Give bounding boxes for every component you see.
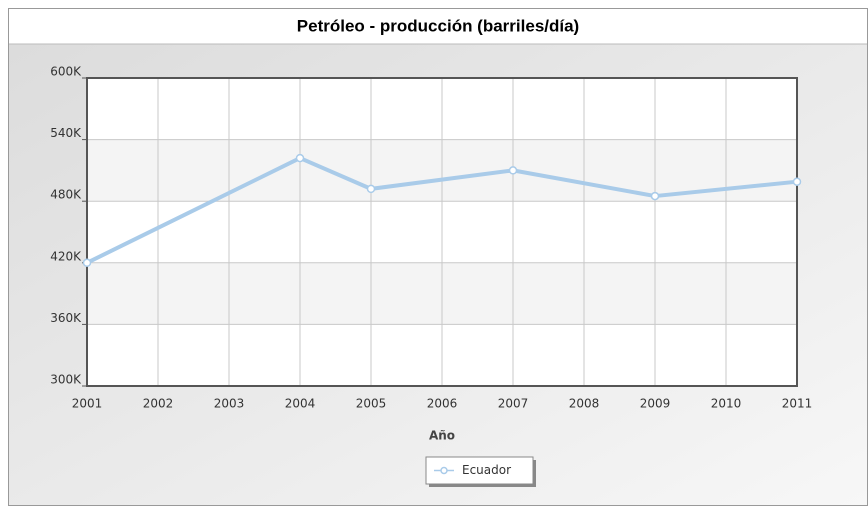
x-tick-label: 2003 (214, 397, 245, 411)
y-tick-label: 420K (50, 249, 82, 263)
x-tick-label: 2007 (498, 397, 529, 411)
x-tick-label: 2008 (569, 397, 600, 411)
chart-title: Petróleo - producción (barriles/día) (297, 16, 579, 35)
data-point (295, 153, 305, 163)
plot-border (86, 77, 798, 387)
legend-marker (440, 466, 448, 475)
data-point (650, 191, 660, 201)
y-tick-label: 600K (50, 65, 82, 79)
x-tick-label: 2004 (285, 397, 316, 411)
y-tick-label: 360K (50, 311, 82, 325)
legend-label: Ecuador (462, 463, 511, 477)
y-tick-label: 480K (50, 188, 82, 202)
x-tick-label: 2005 (356, 397, 387, 411)
data-point (82, 258, 92, 268)
y-tick-label: 540K (50, 126, 82, 140)
x-tick-label: 2002 (143, 397, 174, 411)
data-point (366, 184, 376, 194)
series-line (86, 156, 798, 265)
data-point (508, 166, 518, 175)
x-axis-label: Año (429, 429, 455, 443)
x-tick-label: 2006 (427, 397, 458, 411)
x-tick-label: 2010 (711, 397, 742, 411)
x-tick-label: 2011 (782, 397, 813, 411)
x-tick-label: 2001 (72, 397, 103, 411)
x-tick-label: 2009 (640, 397, 671, 411)
y-tick-label: 300K (50, 373, 82, 387)
data-point (792, 177, 802, 186)
